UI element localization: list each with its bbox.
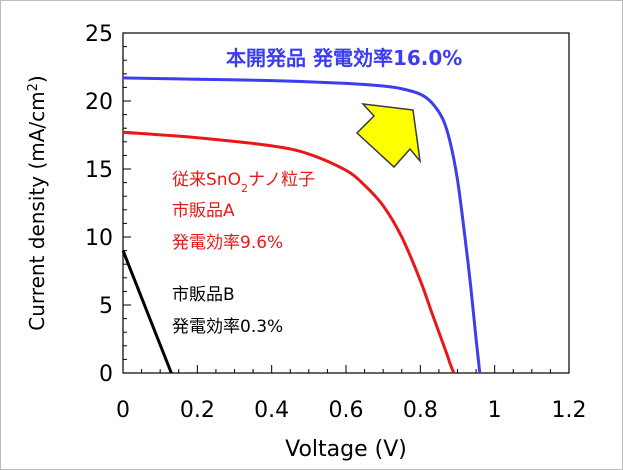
series-line-0	[122, 76, 482, 374]
annotation-red-line2: 市販品A	[172, 201, 235, 221]
y-tick-label: 10	[85, 226, 113, 251]
y-tick-label: 20	[85, 90, 113, 115]
x-axis-label: Voltage (V)	[285, 437, 407, 462]
annotation-blue: 本開発品 発電効率16.0%	[226, 46, 462, 70]
annotation-black-line2: 発電効率0.3%	[172, 317, 283, 337]
series-line-1	[122, 130, 456, 374]
series-line-2	[121, 250, 173, 374]
annotation-black-line1: 市販品B	[172, 285, 235, 305]
x-tick-label: 1.2	[552, 398, 587, 423]
x-tick-label: 0.4	[254, 398, 289, 423]
annotation-red-line1: 従来SnO2ナノ粒子	[172, 170, 315, 195]
improvement-arrow	[355, 103, 422, 169]
x-tick-label: 0.8	[403, 398, 438, 423]
y-tick-label: 0	[99, 362, 113, 387]
x-tick-label: 0	[116, 398, 130, 423]
y-axis-label: Current density (mA/cm2)	[25, 75, 49, 330]
x-tick-label: 1	[488, 398, 502, 423]
x-axis-tick-labels: 0 0.2 0.4 0.6 0.8 1 1.2	[116, 398, 587, 423]
y-tick-label: 5	[99, 294, 113, 319]
x-axis-ticks	[122, 365, 570, 373]
annotation-red-line3: 発電効率9.6%	[172, 233, 283, 253]
y-tick-label: 15	[85, 158, 113, 183]
series-layer	[121, 76, 482, 374]
y-axis-ticks	[123, 32, 131, 374]
x-tick-label: 0.6	[329, 398, 364, 423]
y-axis-tick-labels: 0 5 10 15 20 25	[85, 22, 113, 387]
y-tick-label: 25	[85, 22, 113, 47]
x-tick-label: 0.2	[180, 398, 215, 423]
